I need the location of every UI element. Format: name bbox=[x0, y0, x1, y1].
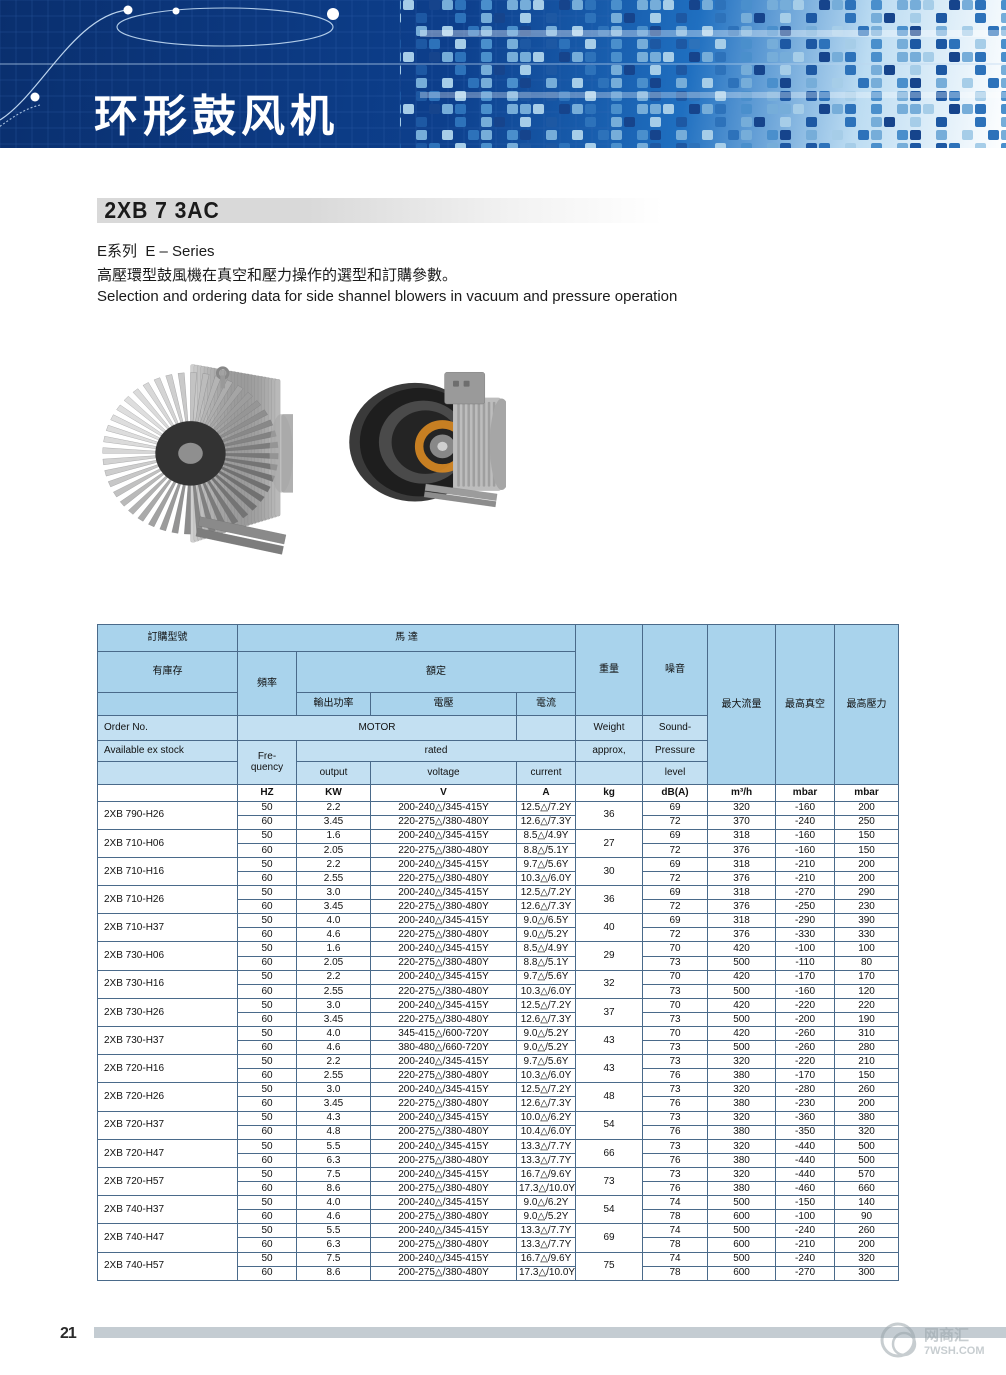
svg-text:7WSH.COM: 7WSH.COM bbox=[924, 1345, 985, 1357]
svg-text:网商汇: 网商汇 bbox=[924, 1326, 969, 1344]
